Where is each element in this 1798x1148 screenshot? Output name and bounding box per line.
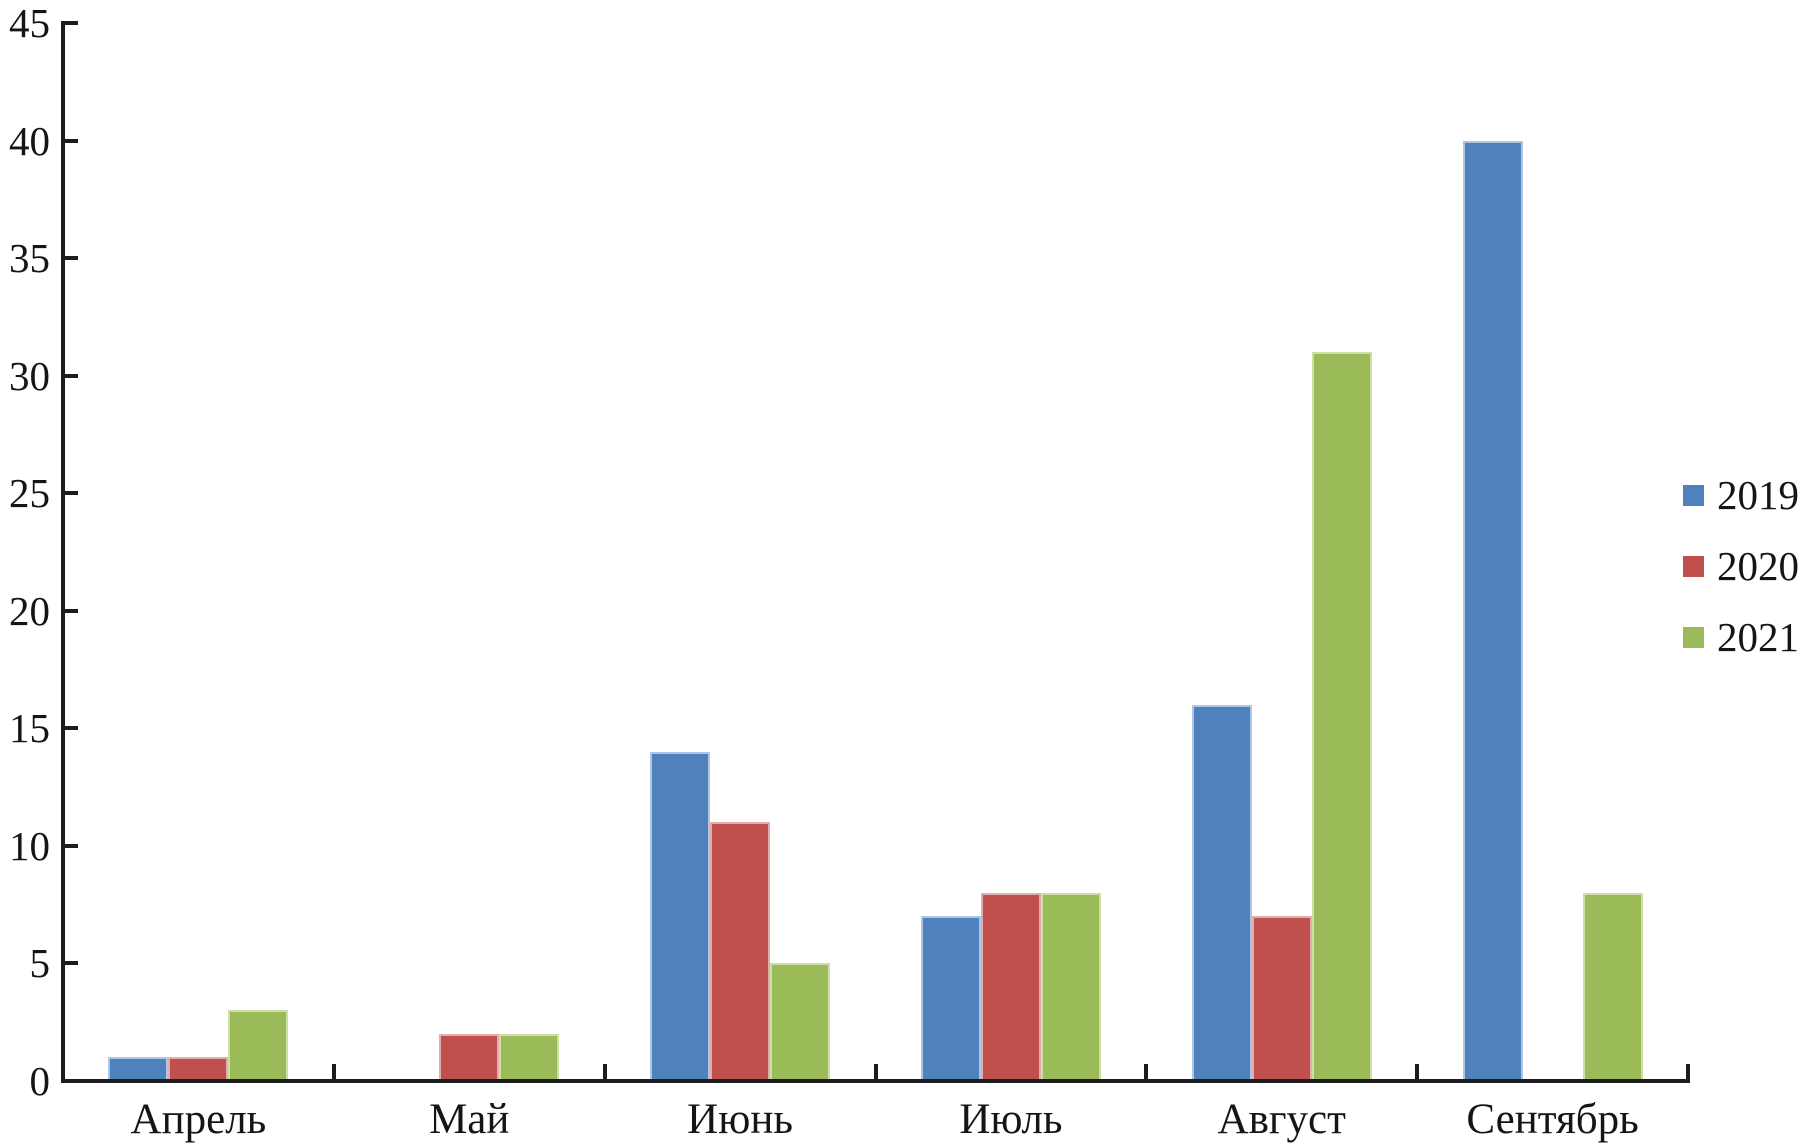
x-category-label-0: Апрель [130, 1096, 267, 1143]
bar-2020-Июль [980, 892, 1041, 1081]
y-tick-label-45: 45 [9, 0, 50, 46]
y-tick-5 [65, 961, 78, 966]
y-tick-45 [65, 21, 78, 25]
y-tick-label-35: 35 [9, 235, 50, 282]
y-tick-25 [65, 491, 78, 496]
bar-2021-Июнь [770, 963, 831, 1081]
x-category-label-2: Июнь [687, 1096, 793, 1143]
bar-2019-Апрель [108, 1057, 169, 1081]
y-tick-35 [65, 256, 78, 261]
x-axis-line [61, 1079, 1690, 1083]
bar-2021-Июль [1040, 892, 1101, 1081]
bar-2019-Август [1191, 704, 1252, 1081]
legend-label-2020: 2020 [1717, 543, 1798, 589]
x-tick-3 [873, 1064, 878, 1079]
legend-item-2019: 2019 [1683, 469, 1798, 521]
y-tick-10 [65, 843, 78, 848]
x-tick-4 [1144, 1064, 1149, 1079]
x-tick-1 [331, 1064, 336, 1079]
x-tick-5 [1415, 1064, 1420, 1079]
bar-2020-Апрель [168, 1057, 229, 1081]
legend-swatch-2020 [1683, 555, 1704, 577]
y-tick-label-0: 0 [29, 1058, 51, 1104]
legend-label-2021: 2021 [1717, 614, 1798, 660]
bar-2021-Апрель [228, 1010, 289, 1081]
x-category-label-5: Сентябрь [1466, 1096, 1639, 1143]
bar-2019-Июнь [650, 751, 711, 1081]
y-tick-15 [65, 726, 78, 731]
y-tick-label-30: 30 [9, 352, 50, 399]
y-tick-30 [65, 373, 78, 378]
y-tick-label-40: 40 [9, 117, 50, 164]
y-tick-label-25: 25 [9, 470, 50, 517]
legend-item-2021: 2021 [1683, 611, 1798, 663]
x-tick-2 [602, 1064, 607, 1079]
y-axis-line [61, 21, 65, 1083]
legend-item-2020: 2020 [1683, 540, 1798, 592]
legend-swatch-2019 [1683, 484, 1704, 506]
legend-label-2019: 2019 [1717, 472, 1798, 518]
x-category-label-1: Май [429, 1096, 510, 1143]
bar-2019-Июль [920, 916, 981, 1081]
bar-2021-Сентябрь [1582, 892, 1643, 1081]
bar-2019-Сентябрь [1462, 140, 1523, 1081]
y-tick-20 [65, 608, 78, 613]
y-tick-label-10: 10 [9, 822, 50, 869]
bar-2020-Июнь [710, 822, 771, 1081]
y-tick-40 [65, 138, 78, 143]
x-category-label-4: Август [1217, 1096, 1346, 1143]
bar-2020-Май [439, 1033, 500, 1081]
x-tick-6 [1686, 1064, 1690, 1079]
legend-swatch-2021 [1683, 626, 1704, 648]
y-tick-label-15: 15 [9, 705, 50, 752]
y-tick-label-20: 20 [9, 587, 50, 634]
bar-2020-Август [1251, 916, 1312, 1081]
bar-2021-Август [1311, 352, 1372, 1081]
x-category-label-3: Июль [959, 1096, 1063, 1143]
bar-2021-Май [499, 1033, 560, 1081]
y-tick-label-5: 5 [29, 940, 51, 987]
